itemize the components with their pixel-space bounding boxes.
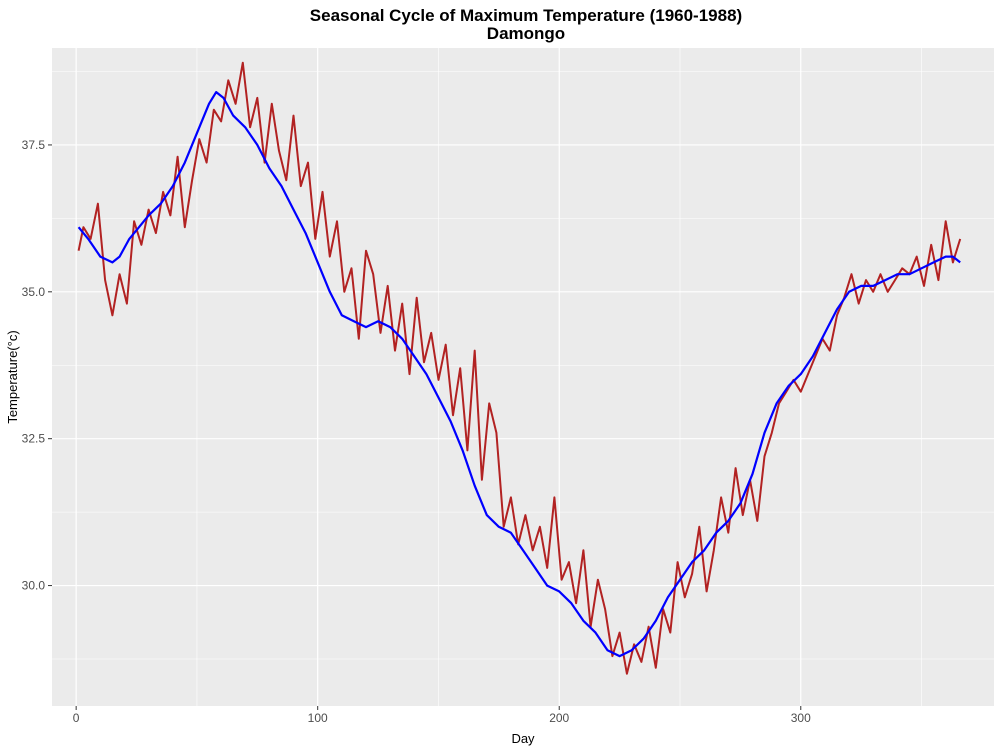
x-axis: 0 100 200 300 [73, 706, 811, 725]
y-tick-label: 35.0 [22, 285, 46, 299]
y-tick-label: 32.5 [22, 432, 46, 446]
x-tick-label: 100 [308, 711, 328, 725]
series-layer [77, 61, 962, 675]
x-tick-label: 0 [73, 711, 80, 725]
chart-title: Seasonal Cycle of Maximum Temperature (1… [310, 6, 742, 25]
y-axis: 30.0 32.5 35.0 37.5 [22, 138, 52, 593]
y-tick-label: 37.5 [22, 138, 46, 152]
chart-subtitle: Damongo [487, 24, 565, 43]
x-axis-label: Day [511, 731, 535, 746]
x-tick-label: 200 [549, 711, 569, 725]
grid [52, 48, 994, 706]
x-tick-label: 300 [791, 711, 811, 725]
plot-panel [52, 48, 994, 706]
y-tick-label: 30.0 [22, 579, 46, 593]
series-line-2 [77, 90, 961, 658]
y-axis-label: Temperature(°c) [5, 330, 20, 423]
